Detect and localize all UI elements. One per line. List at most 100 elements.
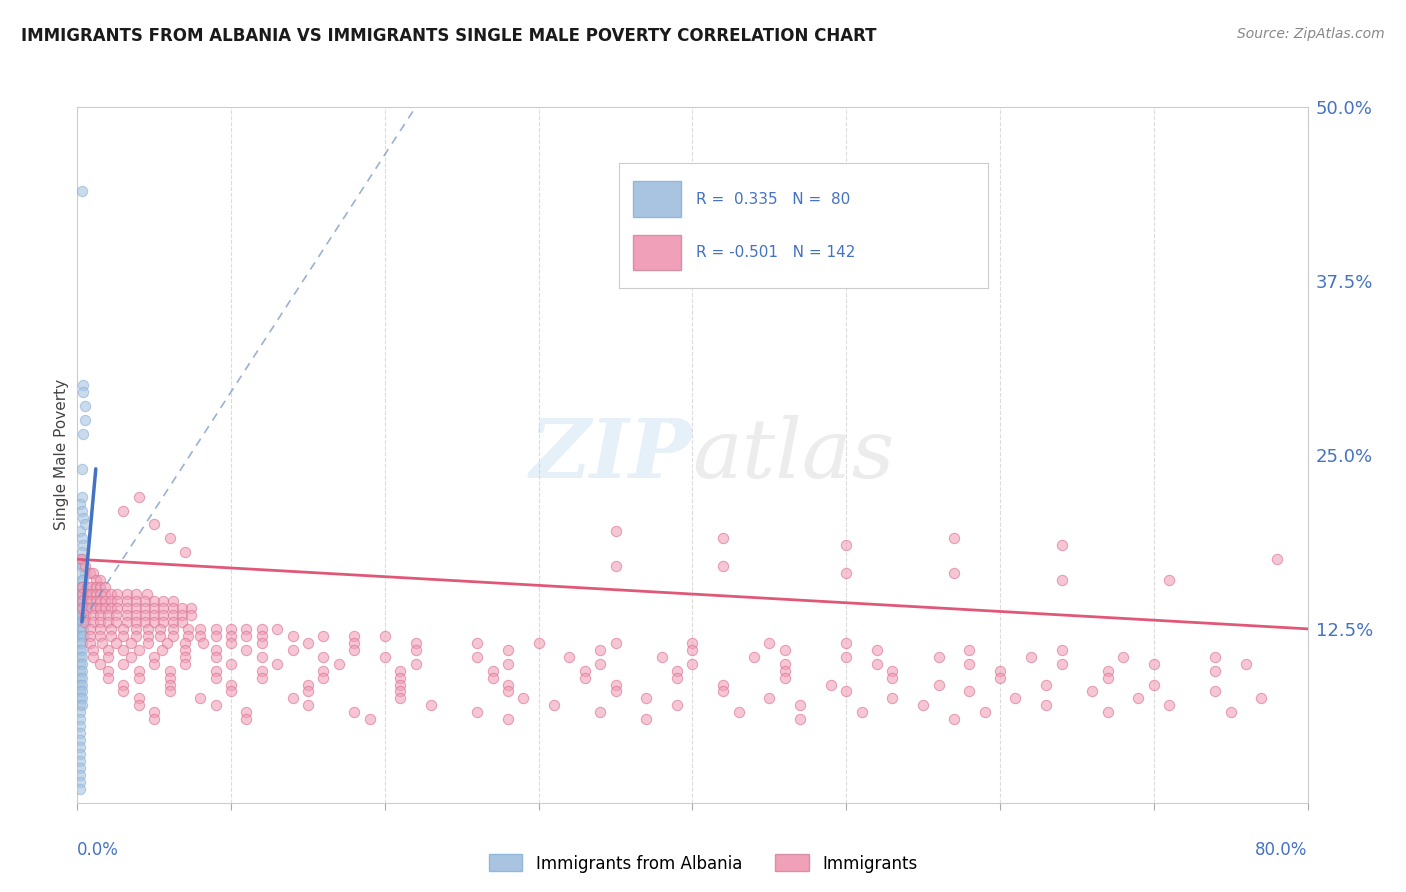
Point (70, 587, 93, 601)
Point (69, 657, 91, 671)
Point (170, 601, 193, 615)
Point (1250, 691, 1272, 706)
Point (97, 615, 120, 629)
Point (69, 552, 91, 566)
Point (82, 649, 104, 664)
Point (94, 601, 117, 615)
Point (70, 594, 93, 608)
Point (152, 607, 174, 622)
Point (70, 580, 93, 594)
Point (69, 636, 91, 650)
Point (69, 733, 91, 747)
Point (80, 601, 103, 615)
Point (543, 698, 565, 713)
Point (152, 615, 174, 629)
Point (76, 594, 98, 608)
Point (1265, 552, 1288, 566)
Point (143, 607, 166, 622)
Point (143, 649, 166, 664)
Point (204, 664, 226, 678)
Point (70, 642, 93, 657)
Point (125, 587, 148, 601)
Point (80, 580, 103, 594)
Point (204, 698, 226, 713)
Point (73, 559, 96, 574)
Point (134, 594, 156, 608)
Point (343, 706, 366, 720)
Point (496, 712, 519, 726)
Point (328, 657, 350, 671)
Point (159, 684, 181, 698)
Point (682, 657, 704, 671)
Point (70, 649, 93, 664)
Point (97, 607, 120, 622)
Point (70, 184, 93, 198)
Point (1050, 538, 1073, 552)
Point (882, 664, 904, 678)
Point (70, 684, 93, 698)
Point (1050, 642, 1073, 657)
Point (69, 497, 91, 511)
Point (789, 698, 811, 713)
Point (70, 490, 93, 504)
Point (250, 636, 273, 650)
Point (72, 510, 94, 524)
Point (389, 664, 412, 678)
Point (343, 629, 366, 643)
Point (70, 601, 93, 615)
Point (773, 664, 796, 678)
Point (180, 607, 202, 622)
Point (128, 490, 150, 504)
Point (70, 503, 93, 517)
Point (389, 684, 412, 698)
Point (866, 657, 889, 671)
Point (742, 649, 765, 664)
Point (605, 559, 627, 574)
Point (235, 712, 257, 726)
Point (204, 629, 226, 643)
Point (89, 587, 111, 601)
Point (159, 677, 181, 691)
Point (465, 706, 488, 720)
Point (76, 580, 98, 594)
Point (115, 587, 138, 601)
Point (1035, 677, 1057, 691)
Point (651, 649, 673, 664)
Point (69, 726, 91, 740)
Point (1159, 573, 1181, 587)
Point (128, 698, 150, 713)
Point (343, 642, 366, 657)
Point (219, 636, 242, 650)
Point (135, 587, 157, 601)
Point (405, 642, 427, 657)
Point (69, 761, 91, 775)
Text: Source: ZipAtlas.com: Source: ZipAtlas.com (1237, 27, 1385, 41)
Point (312, 671, 335, 685)
Point (105, 587, 128, 601)
Point (174, 545, 197, 559)
Point (125, 594, 148, 608)
Point (188, 629, 212, 643)
Point (72, 607, 94, 622)
Point (636, 691, 658, 706)
Point (589, 642, 612, 657)
Point (125, 629, 148, 643)
Point (100, 622, 122, 636)
Point (84, 587, 107, 601)
Point (112, 503, 135, 517)
Point (389, 691, 412, 706)
Point (281, 642, 304, 657)
Point (666, 671, 689, 685)
Point (84, 594, 107, 608)
Point (112, 622, 135, 636)
Point (143, 712, 166, 726)
Point (193, 636, 215, 650)
Point (481, 671, 503, 685)
Point (143, 615, 166, 629)
Point (250, 649, 273, 664)
Point (512, 691, 534, 706)
Point (69, 594, 91, 608)
Point (496, 677, 519, 691)
Point (84, 601, 107, 615)
Point (1204, 664, 1226, 678)
